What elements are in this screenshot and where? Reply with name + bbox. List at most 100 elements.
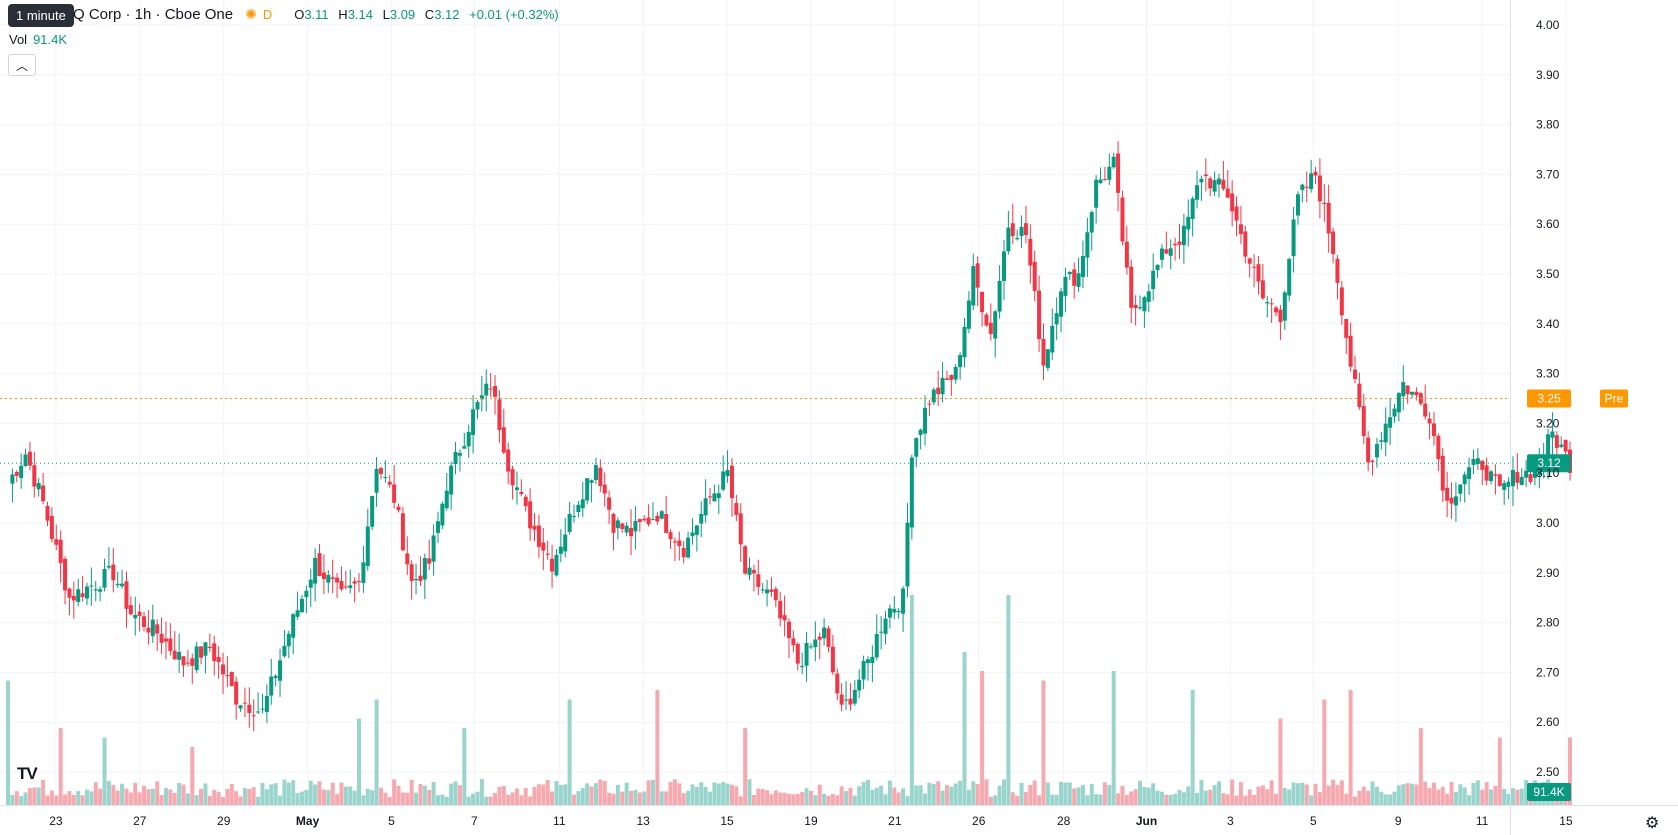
volume-bar xyxy=(677,783,682,805)
volume-bar xyxy=(1423,781,1428,805)
volume-bar xyxy=(1524,780,1529,805)
candle-body xyxy=(1072,269,1077,286)
tradingview-logo[interactable]: TV xyxy=(17,764,38,783)
candle-body xyxy=(804,643,809,666)
volume-bar xyxy=(392,779,397,805)
volume-bar xyxy=(712,782,717,805)
candle-body xyxy=(1019,226,1024,236)
volume-bar xyxy=(984,779,989,805)
candle-body xyxy=(835,673,840,694)
volume-bar xyxy=(1427,787,1432,805)
candle-body xyxy=(576,504,581,512)
price-tick-label: 3.60 xyxy=(1536,217,1560,231)
volume-bar xyxy=(598,779,603,805)
candle-body xyxy=(63,558,68,591)
candle-body xyxy=(1353,369,1358,380)
candle-body xyxy=(966,300,971,329)
candle-body xyxy=(593,465,598,481)
candle-body xyxy=(953,367,958,380)
volume-bar xyxy=(1243,795,1248,805)
candle-body xyxy=(690,532,695,536)
candle-body xyxy=(1510,469,1515,487)
volume-bar xyxy=(36,787,41,805)
candle-body xyxy=(677,540,682,546)
candle-body xyxy=(343,586,348,588)
volume-bar xyxy=(238,796,243,805)
volume-bar xyxy=(155,781,160,805)
candle-body xyxy=(949,375,954,380)
candle-body xyxy=(286,633,291,647)
candle-body xyxy=(111,564,116,581)
candle-body xyxy=(1146,291,1151,302)
candle-body xyxy=(523,496,528,507)
volume-bar xyxy=(650,779,655,805)
volume-bar xyxy=(493,792,498,805)
close-key: C xyxy=(424,7,435,22)
pre-label-box xyxy=(1600,389,1628,408)
volume-bar xyxy=(514,788,519,805)
volume-bar xyxy=(1366,790,1371,805)
gear-icon[interactable]: ⚙ xyxy=(1645,815,1660,832)
candle-body xyxy=(76,589,81,602)
volume-bar xyxy=(1015,795,1020,805)
volume-bar xyxy=(835,795,840,805)
candle-body xyxy=(1392,408,1397,417)
volume-bar xyxy=(848,787,853,805)
candle-body xyxy=(23,454,28,466)
volume-bar xyxy=(1072,788,1077,805)
candle-body xyxy=(304,590,309,598)
candle-body xyxy=(19,465,24,478)
candle-body xyxy=(242,702,247,704)
collapse-legend-button[interactable]: ︿ xyxy=(8,54,36,76)
volume-bar xyxy=(861,781,866,805)
candle-body xyxy=(1006,227,1011,252)
volume-bar xyxy=(844,791,849,805)
sun-icon[interactable]: ✺ xyxy=(245,6,257,22)
volume-bar xyxy=(997,785,1002,805)
volume-bar xyxy=(1098,794,1103,805)
candle-body xyxy=(791,638,796,646)
candle-body xyxy=(729,465,734,499)
candle-body xyxy=(330,577,335,579)
symbol-title[interactable]: Q Corp · 1h · Cboe One xyxy=(73,6,234,23)
volume-bar xyxy=(247,789,252,805)
candle-body xyxy=(830,646,835,673)
volume-bar xyxy=(1344,793,1349,805)
volume-bar xyxy=(58,728,63,805)
volume-bar xyxy=(1063,782,1068,805)
candle-body xyxy=(944,378,949,380)
volume-bar xyxy=(936,781,941,805)
candle-body xyxy=(142,616,147,627)
volume-bar xyxy=(1339,780,1344,805)
candle-body xyxy=(664,514,669,533)
candle-body xyxy=(462,446,467,449)
volume-bar xyxy=(1247,789,1252,805)
volume-bar xyxy=(1379,791,1384,805)
volume-bar xyxy=(242,788,247,805)
candle-body xyxy=(400,513,405,551)
volume-bar xyxy=(89,791,94,805)
candle-body xyxy=(703,498,708,516)
volume-bar xyxy=(435,795,440,805)
volume-bar xyxy=(1489,789,1494,805)
time-tick-label: 9 xyxy=(1395,814,1402,828)
candle-body xyxy=(1291,219,1296,257)
volume-bar xyxy=(1133,789,1138,805)
volume-bar xyxy=(664,791,669,805)
candle-body xyxy=(387,481,392,485)
volume-bar xyxy=(1322,699,1327,805)
volume-bar xyxy=(133,782,138,805)
candle-body xyxy=(624,525,629,533)
candle-body xyxy=(668,532,673,540)
volume-bar xyxy=(1440,786,1445,805)
volume-bar xyxy=(378,787,383,805)
candle-body xyxy=(870,656,875,664)
price-tick-label: 3.90 xyxy=(1536,68,1560,82)
volume-bar xyxy=(256,796,261,805)
candle-body xyxy=(361,562,366,584)
volume-bar xyxy=(1309,795,1314,805)
volume-bar xyxy=(659,791,664,805)
candle-body xyxy=(909,457,914,528)
volume-bar xyxy=(150,788,155,805)
